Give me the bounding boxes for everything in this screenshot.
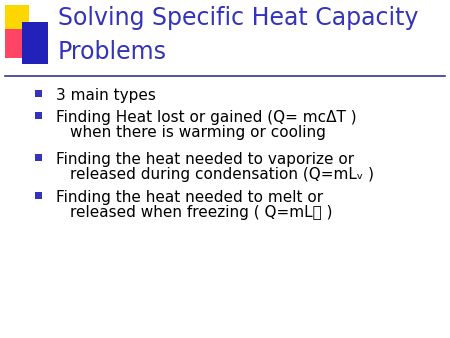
Text: released when freezing ( Q=mL₟ ): released when freezing ( Q=mL₟ ) [70, 205, 333, 220]
Text: Finding Heat lost or gained (Q= mcΔT ): Finding Heat lost or gained (Q= mcΔT ) [56, 110, 356, 125]
Bar [35, 112, 41, 119]
Text: released during condensation (Q=mLᵥ ): released during condensation (Q=mLᵥ ) [70, 167, 374, 182]
Text: Problems: Problems [58, 40, 167, 64]
Bar [35, 192, 41, 199]
Text: Solving Specific Heat Capacity: Solving Specific Heat Capacity [58, 6, 419, 30]
Text: when there is warming or cooling: when there is warming or cooling [70, 125, 326, 140]
Text: 3 main types: 3 main types [56, 88, 156, 103]
Bar [22, 22, 48, 64]
Bar [5, 5, 29, 29]
Bar [35, 154, 41, 161]
Text: Finding the heat needed to melt or: Finding the heat needed to melt or [56, 190, 323, 205]
Text: Finding the heat needed to vaporize or: Finding the heat needed to vaporize or [56, 152, 354, 167]
Bar [35, 90, 41, 97]
Bar [5, 26, 25, 58]
